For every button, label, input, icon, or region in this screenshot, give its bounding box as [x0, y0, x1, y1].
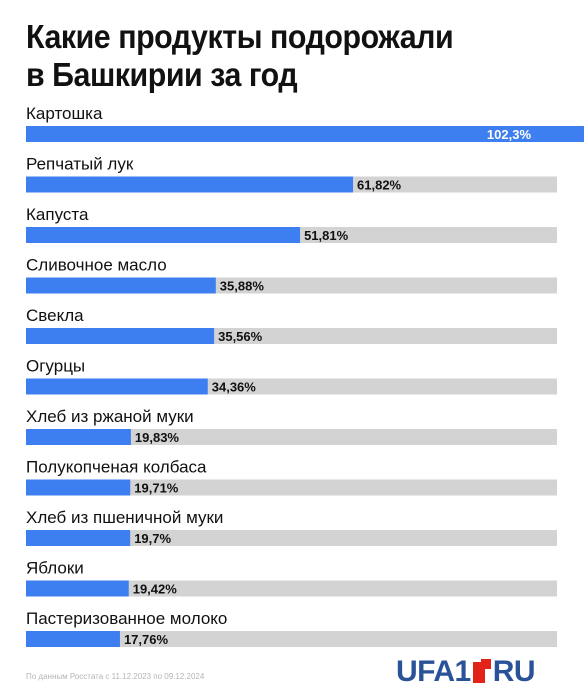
bar-row: Пастеризованное молоко 17,76% [26, 609, 557, 647]
chart-title-line-1: Какие продукты подорожали [26, 18, 454, 55]
bar-row: Сливочное масло 35,88% [26, 256, 557, 294]
value-label: 35,88% [220, 279, 265, 294]
category-label: Картошка [26, 104, 103, 123]
bar [26, 277, 216, 294]
logo-mark-icon [472, 659, 491, 685]
bar-row: Огурцы 34,36% [26, 357, 557, 395]
value-label: 17,76% [124, 632, 169, 647]
ufa1-logo: UFA1 RU [396, 655, 536, 689]
value-label: 51,81% [304, 228, 349, 243]
bar-row: Репчатый лук 61,82% [26, 155, 557, 193]
bar [26, 429, 131, 445]
bar-track [26, 429, 557, 445]
category-label: Капуста [26, 205, 89, 224]
category-label: Яблоки [26, 559, 84, 578]
bar-row: Хлеб из пшеничной муки 19,7% [26, 508, 557, 546]
bar [26, 378, 208, 395]
chart-title: Какие продукты подорожали в Башкирии за … [26, 18, 523, 94]
category-label: Хлеб из пшеничной муки [26, 508, 223, 527]
value-label: 19,7% [134, 531, 171, 546]
bar-chart: Картошка 102,3% Репчатый лук 61,82% Капуста 5… [26, 104, 584, 647]
logo-text-left: UFA1 [396, 655, 471, 688]
category-label: Свекла [26, 306, 84, 325]
bar-row: Полукопченая колбаса 19,71% [26, 458, 557, 496]
category-label: Хлеб из ржаной муки [26, 407, 194, 426]
category-label: Огурцы [26, 357, 85, 376]
source-note: По данным Росстата с 11.12.2023 по 09.12… [26, 672, 205, 681]
bar-row: Картошка 102,3% [26, 104, 584, 142]
bar [26, 580, 129, 597]
logo-text-right: RU [492, 655, 536, 688]
value-label: 61,82% [357, 178, 402, 193]
bar-row: Капуста 51,81% [26, 205, 557, 243]
value-label: 102,3% [487, 127, 532, 142]
bar-row: Свекла 35,56% [26, 306, 557, 344]
bar-row: Хлеб из ржаной муки 19,83% [26, 407, 557, 445]
value-label: 19,71% [134, 481, 179, 496]
bar-track [26, 631, 557, 647]
bar [26, 328, 215, 344]
value-label: 19,83% [135, 430, 180, 445]
bar [26, 176, 354, 193]
category-label: Репчатый лук [26, 155, 134, 174]
value-label: 34,36% [212, 380, 257, 395]
bar-track [26, 479, 557, 496]
bar-row: Яблоки 19,42% [26, 559, 557, 597]
bar [26, 227, 301, 243]
bar [26, 530, 131, 546]
category-label: Полукопченая колбаса [26, 458, 207, 477]
bar [26, 126, 584, 142]
value-label: 35,56% [218, 329, 263, 344]
bar [26, 479, 131, 496]
bar [26, 631, 120, 647]
bar-track [26, 580, 557, 597]
value-label: 19,42% [133, 582, 178, 597]
category-label: Пастеризованное молоко [26, 609, 227, 628]
chart-title-line-2: в Башкирии за год [26, 56, 298, 93]
category-label: Сливочное масло [26, 256, 167, 275]
bar-track [26, 530, 557, 546]
